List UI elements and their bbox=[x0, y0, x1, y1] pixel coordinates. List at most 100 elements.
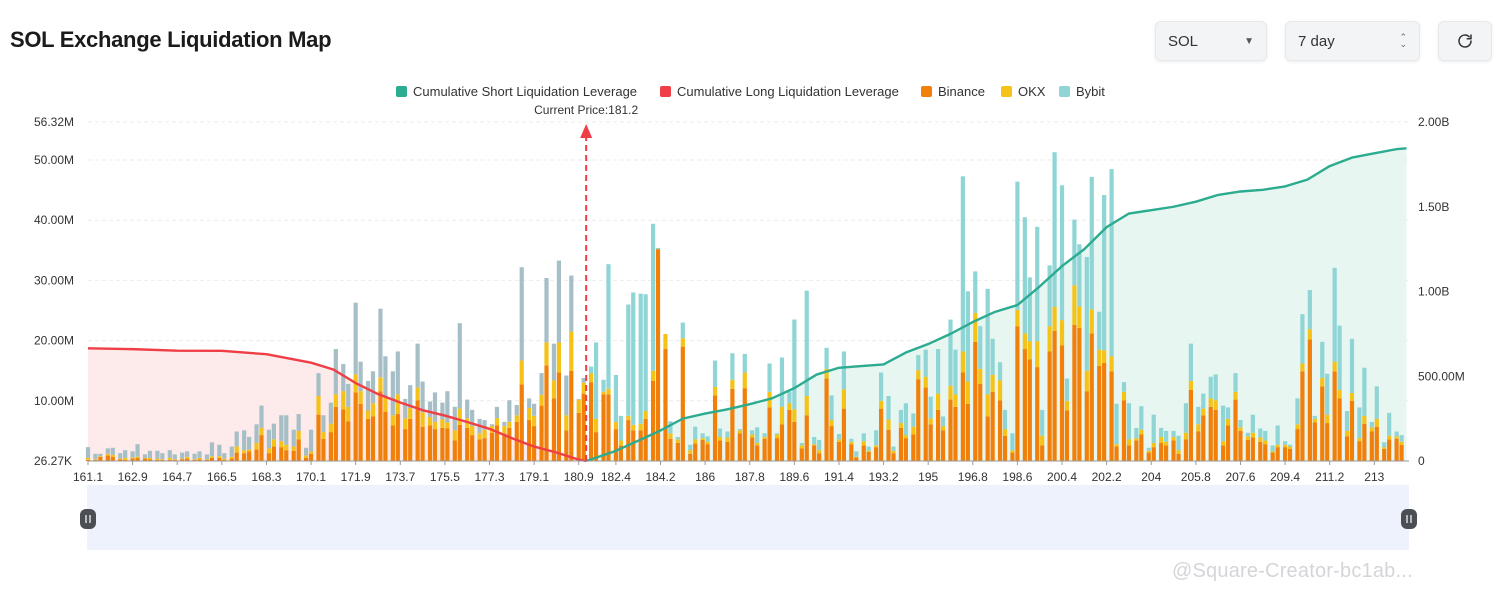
binance-bar bbox=[928, 424, 933, 461]
bybit-bar bbox=[762, 433, 767, 437]
x-tick-label: 202.2 bbox=[1092, 470, 1122, 484]
okx-bar bbox=[539, 394, 544, 406]
x-tick-label: 168.3 bbox=[251, 470, 281, 484]
binance-bar bbox=[997, 400, 1003, 461]
binance-bar bbox=[346, 421, 351, 461]
okx-bar bbox=[990, 374, 995, 392]
bybit-bar bbox=[527, 398, 532, 409]
okx-bar bbox=[408, 408, 413, 419]
bybit-bar bbox=[390, 371, 395, 416]
symbol-select[interactable]: SOL ▼ bbox=[1155, 21, 1267, 61]
bybit-bar bbox=[1382, 442, 1387, 448]
bybit-bar bbox=[98, 453, 103, 457]
range-select[interactable]: 7 day ⌃ ⌄ bbox=[1285, 21, 1420, 61]
binance-bar bbox=[1238, 430, 1243, 461]
bybit-bar bbox=[1357, 407, 1362, 439]
slider-handle-right[interactable] bbox=[1401, 509, 1417, 529]
legend-label: Binance bbox=[938, 84, 985, 99]
okx-bar bbox=[1349, 392, 1355, 401]
slider-handle-left[interactable] bbox=[80, 509, 96, 529]
binance-bar bbox=[1349, 400, 1355, 461]
okx-bar bbox=[93, 459, 98, 460]
binance-bar bbox=[1382, 448, 1387, 461]
binance-bar bbox=[948, 399, 953, 461]
binance-bar bbox=[1183, 439, 1189, 461]
bybit-bar bbox=[1307, 290, 1312, 330]
okx-bar bbox=[229, 456, 234, 459]
x-tick-label: 187.8 bbox=[735, 470, 765, 484]
binance-bar bbox=[390, 425, 395, 461]
okx-bar bbox=[866, 450, 871, 452]
binance-bar bbox=[1325, 423, 1330, 461]
bybit-bar bbox=[1332, 267, 1337, 362]
short-area bbox=[586, 148, 1407, 461]
bybit-bar bbox=[507, 400, 512, 422]
bybit-bar bbox=[147, 450, 153, 458]
binance-bar bbox=[1300, 371, 1305, 461]
okx-bar bbox=[1300, 363, 1305, 372]
binance-bar bbox=[1102, 362, 1107, 461]
okx-bar bbox=[259, 427, 264, 436]
binance-bar bbox=[1064, 410, 1070, 461]
binance-bar bbox=[730, 388, 735, 461]
bybit-bar bbox=[1164, 430, 1169, 442]
bybit-bar bbox=[427, 401, 433, 418]
binance-bar bbox=[415, 400, 420, 461]
binance-bar bbox=[1263, 444, 1268, 461]
okx-bar bbox=[1171, 436, 1176, 441]
binance-bar bbox=[923, 387, 928, 461]
bybit-bar bbox=[668, 421, 673, 434]
bybit-bar bbox=[1109, 169, 1114, 357]
bybit-bar bbox=[502, 421, 507, 427]
bybit-bar bbox=[1213, 374, 1218, 401]
legend-label: Cumulative Short Liquidation Leverage bbox=[413, 84, 637, 99]
okx-bar bbox=[519, 360, 524, 385]
okx-bar bbox=[849, 441, 854, 445]
binance-bar bbox=[973, 341, 978, 461]
bybit-bar bbox=[353, 302, 358, 375]
bybit-bar bbox=[358, 361, 363, 392]
binance-bar bbox=[279, 447, 284, 461]
okx-bar bbox=[762, 436, 767, 439]
okx-bar bbox=[527, 408, 532, 421]
binance-bar bbox=[1357, 441, 1362, 461]
bybit-bar bbox=[601, 379, 606, 392]
bybit-bar bbox=[1102, 194, 1107, 351]
legend-swatch bbox=[660, 86, 671, 97]
okx-bar bbox=[284, 444, 289, 451]
binance-bar bbox=[1022, 349, 1027, 461]
binance-bar bbox=[123, 459, 128, 461]
bybit-bar bbox=[1139, 406, 1144, 430]
symbol-select-value: SOL bbox=[1168, 32, 1199, 50]
bybit-bar bbox=[1146, 447, 1151, 451]
bybit-bar bbox=[142, 454, 148, 458]
okx-bar bbox=[712, 386, 718, 396]
okx-bar bbox=[891, 450, 896, 454]
binance-bar bbox=[1344, 436, 1350, 461]
okx-bar bbox=[1312, 418, 1317, 423]
bybit-bar bbox=[1344, 411, 1350, 431]
okx-bar bbox=[1040, 435, 1045, 446]
refresh-button[interactable] bbox=[1438, 21, 1492, 61]
long-line bbox=[87, 347, 587, 463]
okx-bar bbox=[779, 406, 785, 425]
okx-bar bbox=[675, 439, 680, 443]
okx-bar bbox=[279, 441, 284, 448]
okx-bar bbox=[997, 380, 1003, 401]
bybit-bar bbox=[420, 381, 425, 413]
binance-bar bbox=[105, 455, 110, 461]
binance-bar bbox=[494, 425, 500, 461]
bybit-bar bbox=[824, 347, 829, 369]
okx-bar bbox=[717, 436, 723, 441]
okx-bar bbox=[700, 438, 705, 440]
bybit-bar bbox=[217, 444, 222, 457]
bybit-bar bbox=[928, 396, 933, 419]
okx-bar bbox=[1287, 446, 1293, 449]
binance-bar bbox=[296, 439, 301, 461]
okx-bar bbox=[1164, 441, 1169, 446]
okx-bar bbox=[457, 408, 462, 425]
bybit-bar bbox=[123, 450, 128, 458]
binance-bar bbox=[246, 451, 252, 461]
okx-bar bbox=[160, 459, 165, 460]
